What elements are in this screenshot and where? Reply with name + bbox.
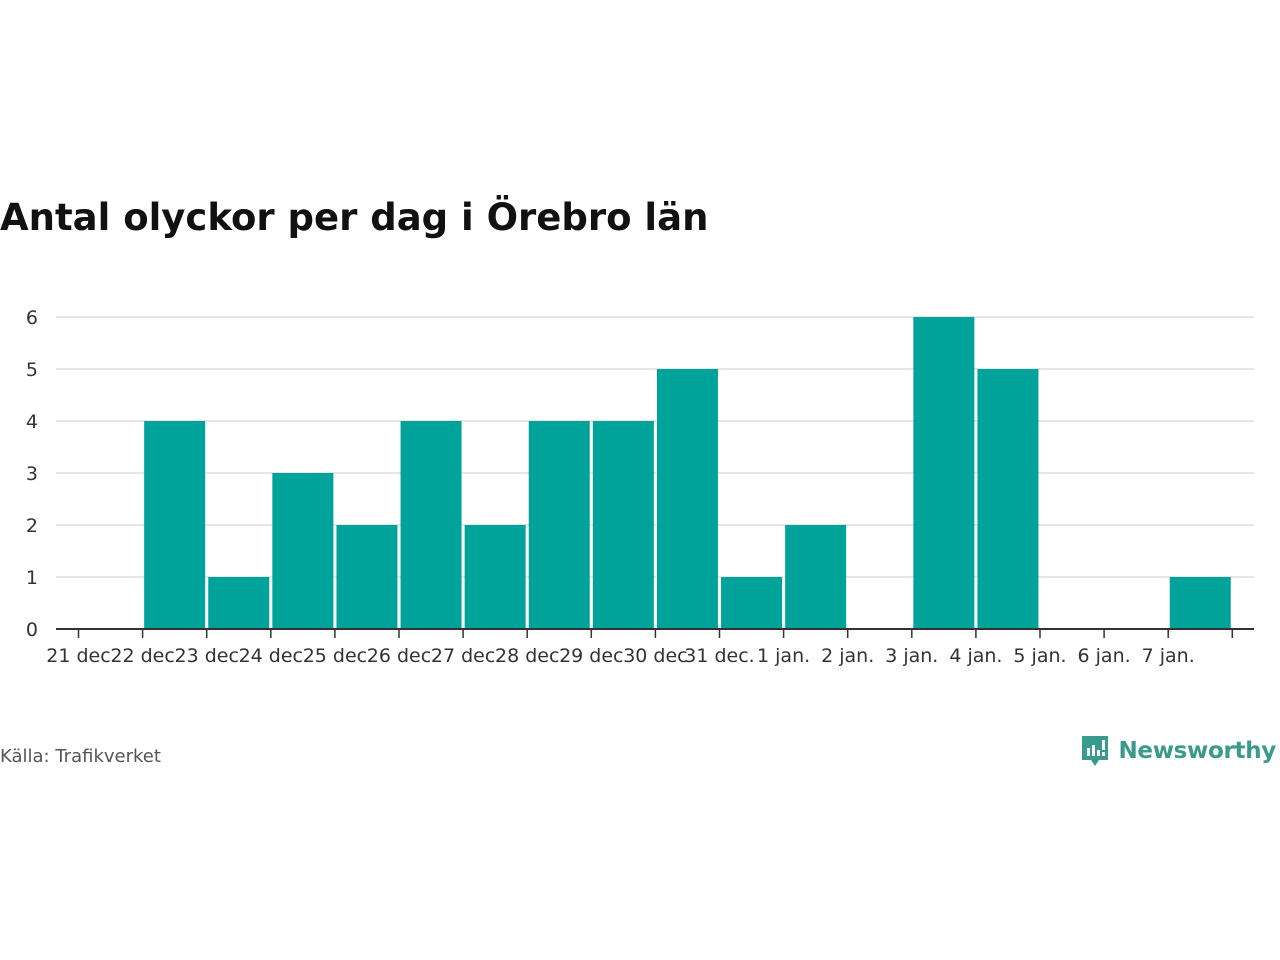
bar-15 [977, 369, 1039, 629]
newsworthy-logo-icon [1082, 736, 1109, 766]
y-tick-label: 2 [26, 515, 38, 537]
y-tick-label: 5 [26, 359, 38, 381]
x-tick-label: 1 jan. [757, 645, 810, 667]
x-tick-label: 23 dec [174, 645, 238, 667]
bar-14 [913, 317, 975, 629]
bar-chart: 0 1 2 3 4 5 6 21 dec 22 dec 23 dec 24 dec 25 dec 26… [26, 307, 1254, 667]
bar-11 [721, 577, 783, 629]
x-tick-label: 3 jan. [885, 645, 938, 667]
x-tick-label: 21 dec [46, 645, 110, 667]
bar-12 [785, 525, 847, 629]
y-tick-label: 6 [26, 307, 38, 329]
x-tick-label: 29 dec [559, 645, 623, 667]
y-tick-label: 1 [26, 567, 38, 589]
bar-9 [592, 421, 654, 629]
bar-4 [272, 473, 334, 629]
x-tick-label: 30 dec [623, 645, 687, 667]
x-tick-label: 31 dec. [684, 645, 754, 667]
x-axis-ticks: 21 dec 22 dec 23 dec 24 dec 25 dec 26 dec 27 d… [46, 645, 1194, 667]
x-tick-label: 22 dec [110, 645, 174, 667]
bar-6 [400, 421, 462, 629]
y-axis-ticks: 0 1 2 3 4 5 6 [26, 307, 38, 641]
x-tick-label: 4 jan. [949, 645, 1002, 667]
grid-lines [56, 316, 1254, 578]
brand-name: Newsworthy [1118, 738, 1276, 764]
y-tick-label: 0 [26, 619, 38, 641]
bar-3 [208, 577, 270, 629]
bar-10 [656, 369, 718, 629]
brand-logo: Newsworthy [1080, 734, 1276, 768]
x-tick-label: 27 dec [431, 645, 495, 667]
x-tick-label: 5 jan. [1013, 645, 1066, 667]
x-tick-label: 24 dec [239, 645, 303, 667]
x-tick-label: 2 jan. [821, 645, 874, 667]
source-note: Källa: Trafikverket [0, 746, 161, 767]
y-tick-label: 3 [26, 463, 38, 485]
x-tick-label: 28 dec [495, 645, 559, 667]
bar-7 [464, 525, 526, 629]
bar-8 [528, 421, 590, 629]
chart-title: Antal olyckor per dag i Örebro län [0, 196, 709, 239]
bar-5 [336, 525, 398, 629]
x-axis [56, 628, 1254, 638]
y-tick-label: 4 [26, 411, 38, 433]
bars [144, 317, 1231, 629]
bar-18 [1169, 577, 1231, 629]
x-tick-label: 7 jan. [1142, 645, 1195, 667]
x-tick-label: 25 dec [303, 645, 367, 667]
x-tick-label: 6 jan. [1078, 645, 1131, 667]
bar-2 [144, 421, 206, 629]
x-tick-label: 26 dec [367, 645, 431, 667]
